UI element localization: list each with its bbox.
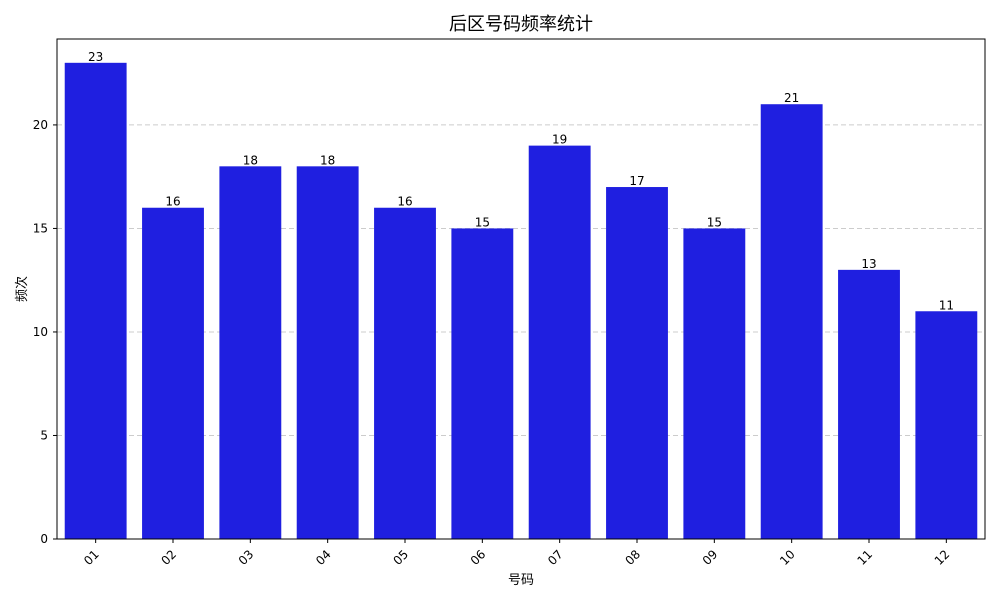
bar-12 [915,311,978,539]
x-tick-label-02: 02 [158,547,179,568]
bar-10 [760,104,823,539]
data-label-05: 16 [397,195,412,209]
x-tick-label-11: 11 [854,547,875,568]
y-tick-label: 15 [33,221,48,235]
y-tick-label: 0 [40,532,48,546]
data-label-12: 11 [939,298,954,312]
data-labels: 23 16 18 18 16 15 19 17 15 21 13 11 [88,50,954,312]
plot-frame [56,38,986,540]
bar-04 [296,166,359,539]
bar-01 [64,62,127,540]
data-label-06: 15 [475,215,490,229]
y-axis-label: 频次 [14,276,30,302]
bar-03 [219,166,282,539]
y-tick-label: 20 [33,118,48,132]
x-tick-label-08: 08 [622,547,643,568]
x-tick-label-01: 01 [81,547,102,568]
data-label-11: 13 [861,257,876,271]
bar-02 [142,207,204,539]
bar-05 [374,207,436,539]
y-tick-label: 5 [40,428,48,442]
data-label-10: 21 [784,91,799,105]
data-label-04: 18 [320,153,335,167]
x-tick-label-07: 07 [545,547,566,568]
data-label-07: 19 [552,133,567,147]
x-tick-label-06: 06 [468,547,489,568]
bar-09 [683,228,746,540]
data-label-09: 15 [707,215,722,229]
bar-07 [528,145,591,540]
bar-11 [838,269,900,539]
chart-title: 后区号码频率统计 [449,14,593,35]
data-label-02: 16 [165,195,180,209]
bar-08 [606,187,668,539]
x-tick-label-12: 12 [932,547,953,568]
x-tick-label-10: 10 [777,547,798,568]
data-label-03: 18 [243,153,258,167]
x-tick-label-09: 09 [700,547,721,568]
data-label-01: 23 [88,50,103,64]
x-tick-label-05: 05 [390,547,411,568]
x-tick-label-03: 03 [236,547,257,568]
bars [64,62,978,540]
x-axis: 01 02 03 04 05 06 07 08 09 10 11 12 [81,539,952,568]
x-tick-label-04: 04 [313,547,334,568]
y-axis: 0 5 10 15 20 [33,118,57,546]
grid-lines [57,124,985,436]
x-axis-label: 号码 [508,573,534,588]
bar-06 [451,228,514,540]
data-label-08: 17 [629,174,644,188]
y-tick-label: 10 [33,325,48,339]
